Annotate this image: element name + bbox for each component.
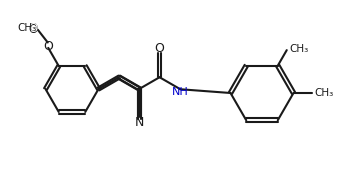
- Text: N: N: [134, 115, 144, 128]
- Text: CH₃: CH₃: [314, 88, 334, 98]
- Text: O: O: [29, 23, 38, 36]
- Text: O: O: [155, 42, 164, 55]
- Text: O: O: [29, 22, 38, 35]
- Text: O: O: [43, 41, 53, 54]
- Text: O: O: [29, 22, 38, 35]
- Text: CH₃: CH₃: [290, 44, 309, 54]
- Text: CH₃: CH₃: [18, 23, 37, 33]
- Text: NH: NH: [172, 87, 189, 97]
